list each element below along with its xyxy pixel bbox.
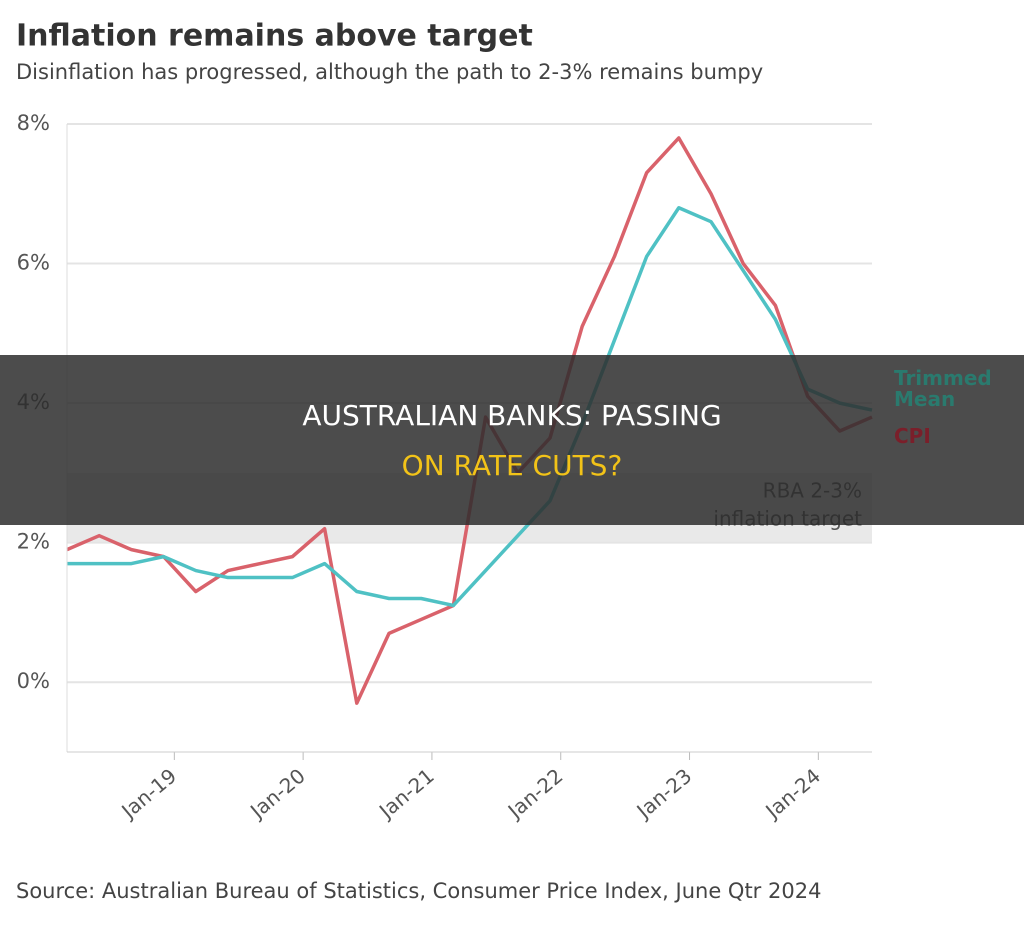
x-tick-label: Jan-23 [631,764,697,824]
chart-subtitle: Disinflation has progressed, although th… [16,60,763,84]
banner: AUSTRALIAN BANKS: PASSING ON RATE CUTS? [0,355,1024,525]
y-tick-label: 2% [17,530,50,554]
legend-label: Trimmed Mean [894,366,992,412]
y-tick-label: 0% [17,669,50,693]
legend-label: CPI [894,424,931,449]
series-line [67,205,873,608]
x-tick-label: Jan-21 [373,764,439,824]
y-tick-label: 8% [17,111,50,135]
y-tick-label: 6% [17,251,50,275]
banner-line: ON RATE CUTS? [401,449,623,482]
source: Source: Australian Bureau of Statistics,… [16,879,821,903]
x-tick-label: Jan-24 [759,764,825,824]
banner-line: AUSTRALIAN BANKS: PASSING [302,399,722,432]
x-tick-label: Jan-22 [502,764,568,824]
x-tick-label: Jan-19 [115,764,181,824]
chart-title: Inflation remains above target [16,19,533,54]
x-tick-label: Jan-20 [244,764,310,824]
